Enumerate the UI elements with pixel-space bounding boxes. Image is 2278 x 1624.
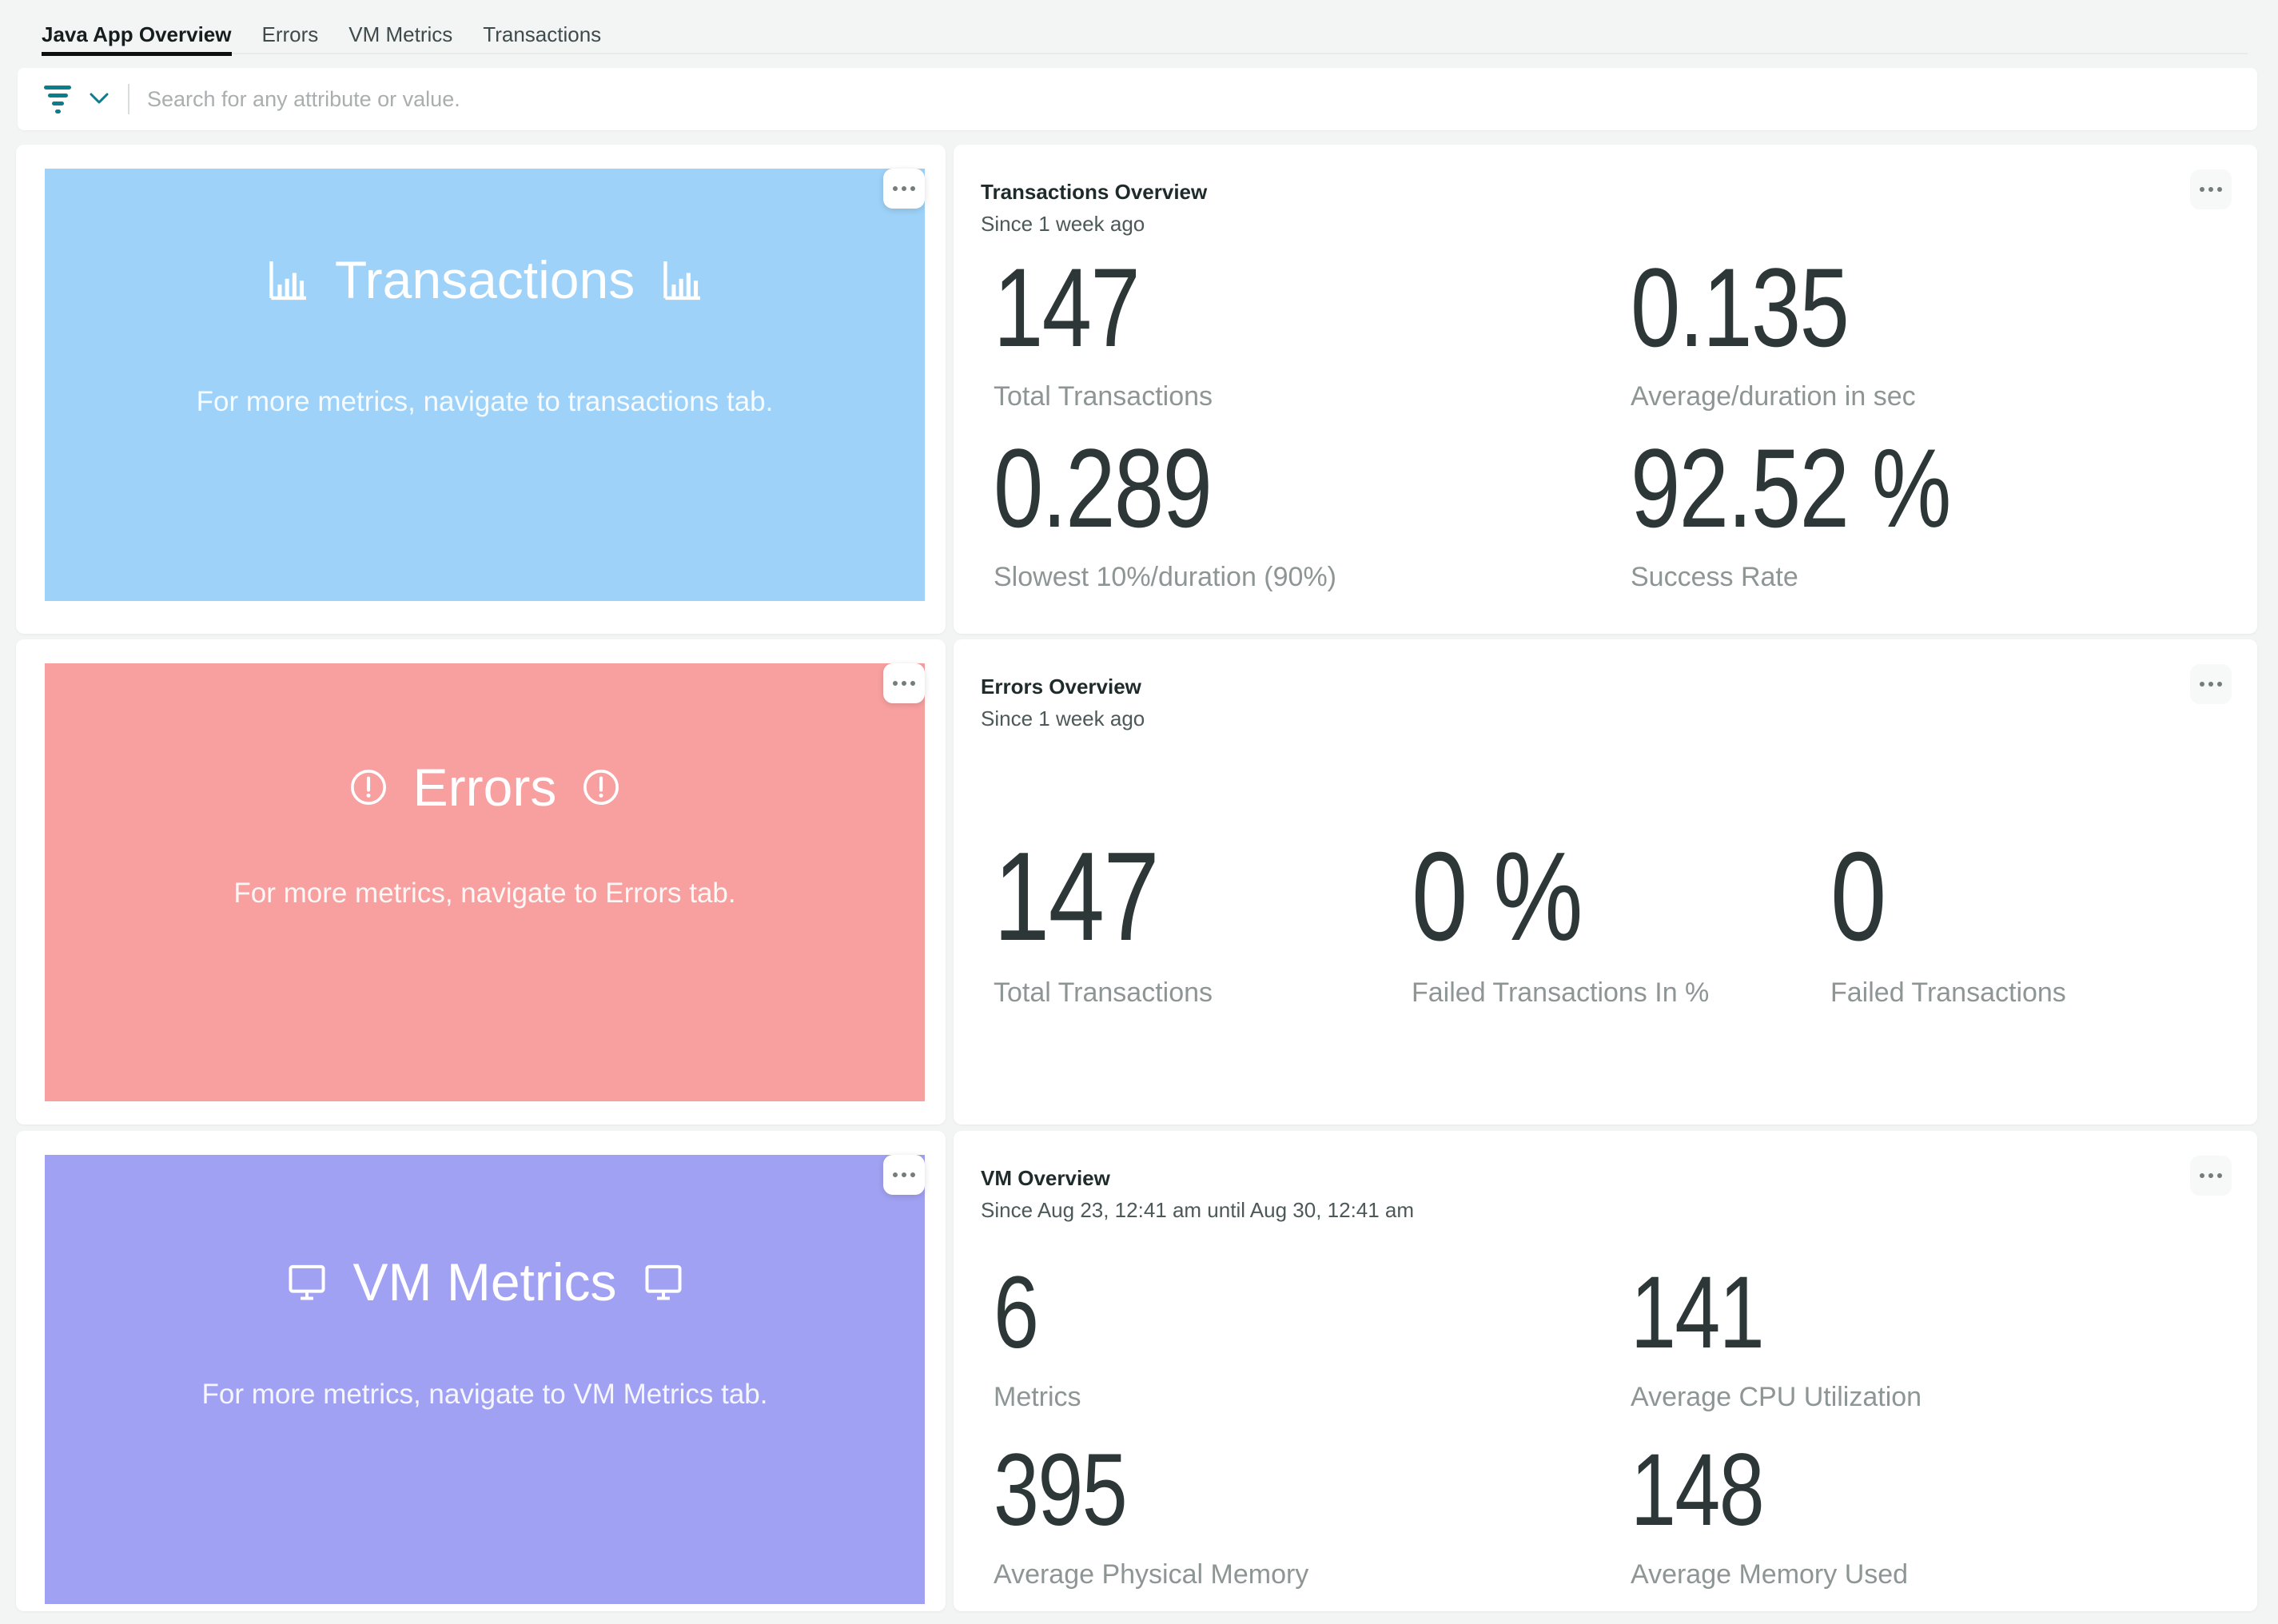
transactions-banner: Transactions For more metrics, navigate … — [45, 169, 925, 601]
search-input[interactable] — [147, 86, 2257, 112]
widget-time-range: Since 1 week ago — [981, 707, 1145, 730]
banner-title-vm-metrics: VM Metrics — [285, 1246, 686, 1318]
ellipsis-icon — [893, 186, 898, 191]
metric-success-rate: 92.52 % Success Rate — [1631, 432, 2230, 593]
metric-label: Average Memory Used — [1631, 1559, 1909, 1590]
monitor-icon — [285, 1260, 329, 1304]
banner-title-transactions: Transactions — [265, 244, 705, 316]
banner-subtitle: For more metrics, navigate to transactio… — [196, 386, 774, 417]
metric-label: Failed Transactions — [1830, 977, 2066, 1008]
tab-java-app-overview[interactable]: Java App Overview — [42, 0, 232, 68]
metric-total-transactions: 147 Total Transactions — [994, 834, 1412, 1009]
vm-metrics-banner-widget: VM Metrics For more metrics, navigate to… — [16, 1131, 946, 1611]
metric-label: Success Rate — [1631, 562, 1798, 592]
alert-circle-icon — [348, 766, 389, 808]
widget-menu-button[interactable] — [883, 169, 925, 209]
metric-avg-memory-used: 148 Average Memory Used — [1631, 1439, 2230, 1590]
search-divider — [128, 84, 129, 114]
ellipsis-icon — [2200, 682, 2204, 687]
alert-circle-icon — [580, 766, 622, 808]
metric-label: Failed Transactions In % — [1412, 977, 1710, 1008]
banner-subtitle: For more metrics, navigate to VM Metrics… — [201, 1379, 768, 1410]
metric-label: Average Physical Memory — [994, 1559, 1309, 1590]
metric-value: 92.52 % — [1631, 425, 1951, 551]
metric-average-duration: 0.135 Average/duration in sec — [1631, 252, 2230, 412]
transactions-banner-widget: Transactions For more metrics, navigate … — [16, 145, 946, 634]
metrics-grid: 147 Total Transactions 0.135 Average/dur… — [994, 252, 2230, 593]
metric-value: 141 — [1631, 1256, 1765, 1370]
widget-title: Errors Overview — [981, 675, 1141, 699]
widget-menu-button[interactable] — [2190, 169, 2232, 209]
metrics-grid: 147 Total Transactions 0 % Failed Transa… — [994, 834, 2230, 1009]
top-tab-bar: Java App Overview Errors VM Metrics Tran… — [0, 0, 2278, 68]
filter-funnel-icon — [42, 85, 74, 113]
chevron-down-icon — [90, 93, 109, 104]
row-vm-metrics: VM Metrics For more metrics, navigate to… — [16, 1131, 2257, 1611]
metric-metrics-count: 6 Metrics — [994, 1262, 1631, 1413]
widget-menu-button[interactable] — [883, 663, 925, 703]
monitor-icon — [641, 1260, 686, 1304]
search-bar — [18, 68, 2257, 130]
ellipsis-icon — [893, 681, 898, 686]
tab-errors[interactable]: Errors — [261, 22, 319, 46]
metric-value: 0.289 — [994, 425, 1213, 551]
metric-failed-transactions-pct: 0 % Failed Transactions In % — [1412, 834, 1830, 1009]
row-transactions: Transactions For more metrics, navigate … — [16, 145, 2257, 634]
metric-label: Slowest 10%/duration (90%) — [994, 562, 1337, 592]
errors-banner-widget: Errors For more metrics, navigate to Err… — [16, 639, 946, 1124]
tabbar-divider — [42, 53, 2248, 54]
widget-menu-button[interactable] — [883, 1155, 925, 1195]
widget-menu-button[interactable] — [2190, 1156, 2232, 1196]
bar-chart-icon — [659, 257, 705, 303]
banner-title-errors: Errors — [348, 751, 623, 823]
ellipsis-icon — [2200, 1173, 2204, 1178]
banner-title-text: VM Metrics — [352, 1252, 617, 1312]
widget-title: VM Overview — [981, 1166, 1110, 1190]
metric-failed-transactions: 0 Failed Transactions — [1830, 834, 2230, 1009]
metric-value: 0.135 — [1631, 245, 1850, 370]
metric-avg-cpu-utilization: 141 Average CPU Utilization — [1631, 1262, 2230, 1413]
tab-transactions[interactable]: Transactions — [483, 22, 602, 46]
widget-time-range: Since Aug 23, 12:41 am until Aug 30, 12:… — [981, 1198, 1415, 1222]
ellipsis-icon — [2200, 187, 2204, 192]
row-errors: Errors For more metrics, navigate to Err… — [16, 639, 2257, 1124]
metric-total-transactions: 147 Total Transactions — [994, 252, 1631, 412]
metric-value: 6 — [994, 1256, 1039, 1370]
metric-value: 0 % — [1412, 826, 1583, 967]
metric-value: 147 — [994, 245, 1141, 370]
banner-subtitle: For more metrics, navigate to Errors tab… — [233, 878, 736, 909]
dashboard-tabs: Java App Overview Errors VM Metrics Tran… — [42, 0, 601, 68]
vm-overview-widget: VM Overview Since Aug 23, 12:41 am until… — [954, 1131, 2257, 1611]
widget-title: Transactions Overview — [981, 180, 1208, 204]
errors-banner: Errors For more metrics, navigate to Err… — [45, 663, 925, 1101]
vm-metrics-banner: VM Metrics For more metrics, navigate to… — [45, 1155, 925, 1604]
metric-label: Metrics — [994, 1382, 1081, 1412]
tab-vm-metrics[interactable]: VM Metrics — [348, 22, 453, 46]
errors-overview-widget: Errors Overview Since 1 week ago 147 Tot… — [954, 639, 2257, 1124]
bar-chart-icon — [265, 257, 311, 303]
metric-value: 0 — [1830, 826, 1886, 967]
metric-label: Average CPU Utilization — [1631, 1382, 1922, 1412]
widget-time-range: Since 1 week ago — [981, 212, 1145, 236]
metric-avg-physical-memory: 395 Average Physical Memory — [994, 1439, 1631, 1590]
banner-title-text: Errors — [412, 758, 557, 817]
ellipsis-icon — [893, 1172, 898, 1177]
metric-label: Total Transactions — [994, 381, 1213, 412]
metric-value: 395 — [994, 1433, 1128, 1547]
metric-label: Average/duration in sec — [1631, 381, 1916, 412]
banner-title-text: Transactions — [334, 250, 635, 309]
metric-value: 147 — [994, 826, 1160, 967]
metric-slowest-duration: 0.289 Slowest 10%/duration (90%) — [994, 432, 1631, 593]
transactions-overview-widget: Transactions Overview Since 1 week ago 1… — [954, 145, 2257, 634]
metric-value: 148 — [1631, 1433, 1765, 1547]
metric-label: Total Transactions — [994, 977, 1213, 1008]
widget-menu-button[interactable] — [2190, 664, 2232, 704]
metrics-grid: 6 Metrics 141 Average CPU Utilization 39… — [994, 1262, 2230, 1590]
filter-button[interactable] — [42, 85, 109, 113]
